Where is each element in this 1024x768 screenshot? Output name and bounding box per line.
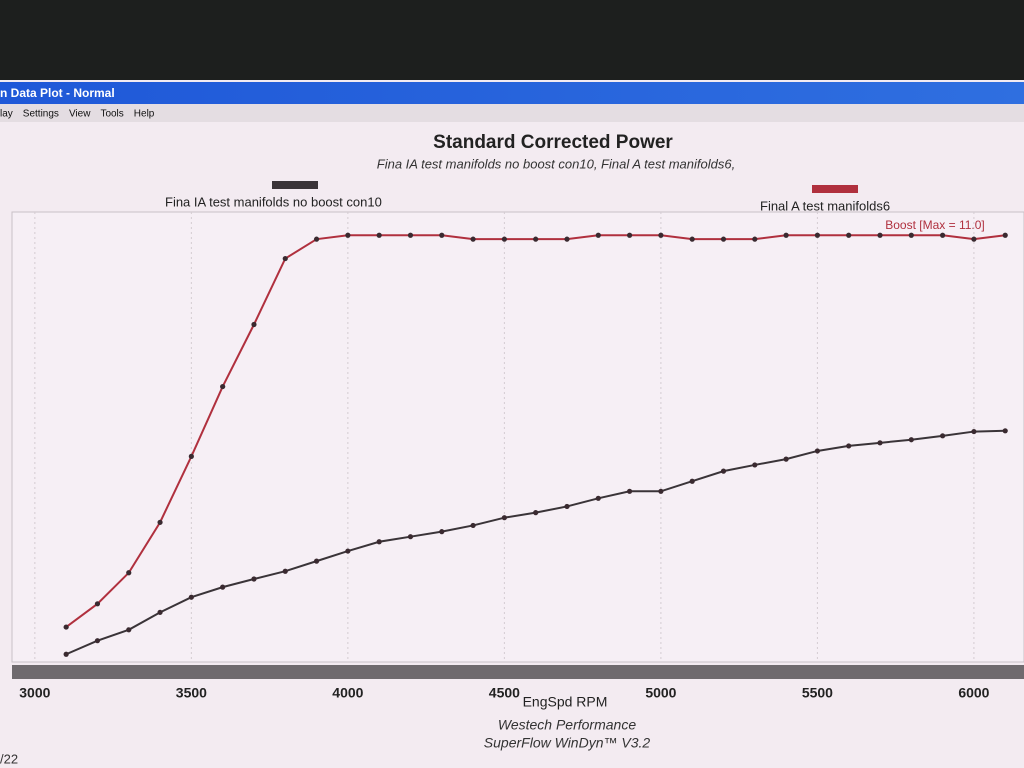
legend-swatch [272,181,318,189]
data-point [220,383,226,390]
data-point [814,232,821,238]
data-point [626,232,633,238]
data-point [940,232,946,238]
data-point [501,515,507,521]
data-point [439,232,445,238]
data-point [157,519,163,525]
data-point [533,236,539,242]
x-tick-label: 3000 [19,685,50,701]
data-point [313,558,320,564]
data-point [188,453,194,459]
data-point [94,601,101,607]
data-point [501,236,507,242]
data-point [282,255,288,262]
menu-item[interactable]: Help [134,109,155,120]
status-text: /22 [0,751,18,766]
x-tick-label: 4000 [332,685,363,701]
data-point [188,594,194,600]
data-point [626,488,633,494]
data-point [407,232,414,238]
data-point [658,488,664,494]
chart-title: Standard Corrected Power [433,132,673,153]
data-point [63,651,69,657]
x-tick-label: 6000 [958,685,989,701]
data-point [595,495,601,501]
x-tick-label: 5500 [802,685,833,701]
data-point [752,462,758,468]
menu-item[interactable]: Tools [100,109,123,120]
data-point [313,236,320,242]
data-point [564,236,570,242]
data-point [720,236,727,242]
chart-subtitle: Fina IA test manifolds no boost con10, F… [377,156,735,171]
data-point [783,456,789,462]
data-point [376,232,382,238]
data-point [1002,428,1008,434]
data-point [783,232,789,238]
menu-bar [0,104,1024,122]
data-point [63,624,69,630]
data-point [752,236,758,242]
data-point [846,443,852,449]
data-point [595,232,601,238]
data-point [157,609,163,615]
data-point [971,428,977,435]
data-point [689,478,695,484]
x-tick-label: 3500 [176,685,207,701]
data-point [846,232,852,238]
data-point [94,638,101,644]
data-point [126,627,132,633]
data-point [470,236,476,242]
x-axis-label: EngSpd RPM [523,694,608,710]
data-point [908,437,914,443]
plot-area [11,211,1024,663]
data-point [940,433,946,439]
data-point [971,236,977,242]
footer-line: SuperFlow WinDyn™ V3.2 [484,735,651,751]
data-point [533,510,539,516]
data-point [689,236,695,242]
data-point [877,232,883,238]
annotation: Boost [Max = 11.0] [885,218,985,232]
menu-item[interactable]: Settings [23,109,59,120]
legend-label: Fina IA test manifolds no boost con10 [165,194,382,209]
data-point [126,570,132,576]
data-point [1002,232,1008,238]
footer-line: Westech Performance [498,717,636,733]
bezel [0,0,1024,80]
x-tick-label: 5000 [645,685,676,701]
data-point [282,568,288,574]
data-point [407,534,414,540]
data-point [877,440,883,446]
data-point [564,503,570,510]
x-axis-bar [12,665,1024,679]
menu-item[interactable]: lay [0,109,13,120]
data-point [470,522,476,529]
menu-item[interactable]: View [69,109,91,120]
data-point [345,232,351,238]
data-point [658,232,664,238]
data-point [251,321,257,328]
data-point [376,539,382,545]
data-point [720,468,727,474]
legend-swatch [812,185,858,193]
x-tick-label: 4500 [489,685,520,701]
data-point [220,584,226,590]
data-point [345,548,351,554]
title-bar [0,82,1024,104]
window-title: n Data Plot - Normal [0,86,115,100]
data-point [814,448,821,454]
data-point [251,576,257,582]
data-point [439,529,445,535]
data-point [908,232,914,238]
legend-label: Final A test manifolds6 [760,198,890,213]
